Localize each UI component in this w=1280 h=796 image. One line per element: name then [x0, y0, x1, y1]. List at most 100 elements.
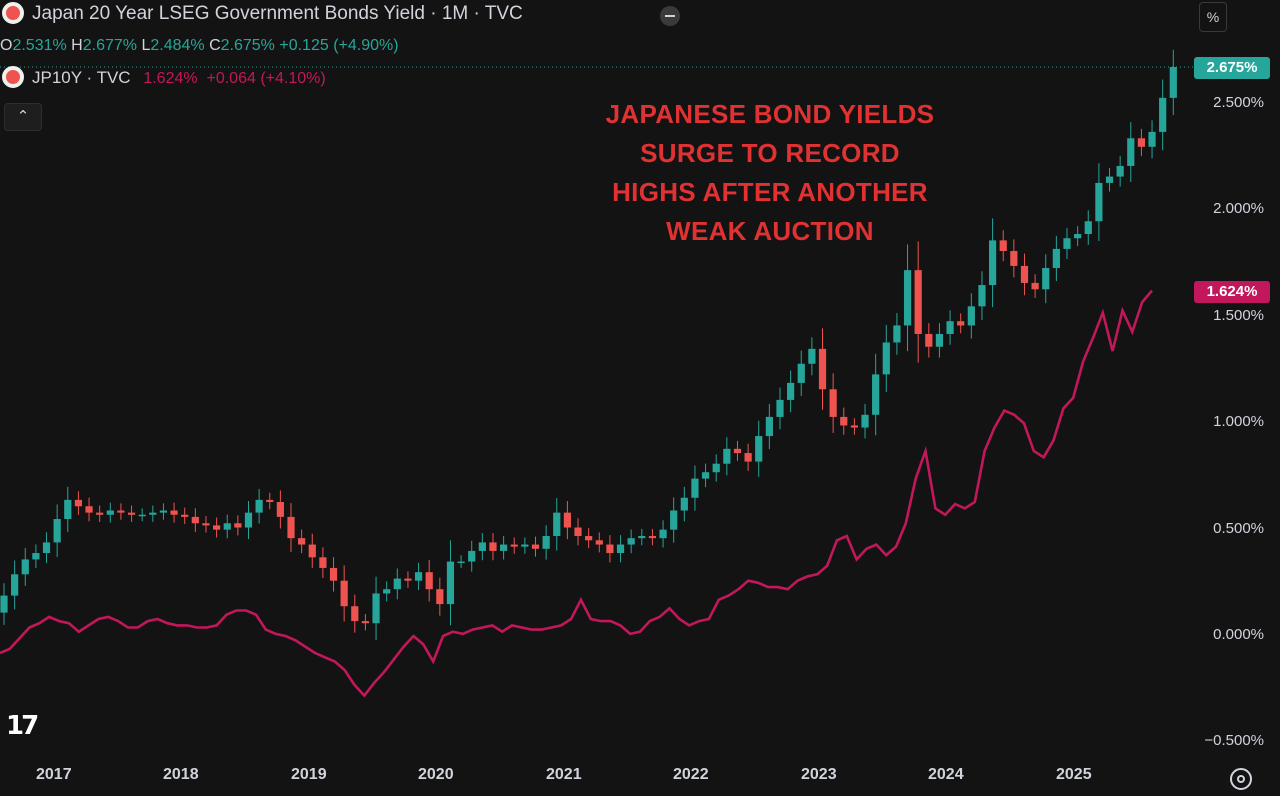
- ohlc-readout: O2.531% H2.677% L2.484% C2.675% +0.125 (…: [0, 37, 399, 55]
- candle-body: [298, 538, 306, 545]
- tradingview-logo-icon[interactable]: 17: [6, 711, 39, 741]
- candle-body: [21, 559, 29, 575]
- minus-icon[interactable]: [660, 6, 680, 26]
- candle-body: [468, 550, 476, 562]
- jp10y-last-tag: 1.624%: [1194, 281, 1270, 303]
- candle-body: [701, 472, 710, 479]
- candle-body: [1148, 131, 1156, 147]
- candle-body: [191, 516, 199, 524]
- candle-body: [829, 389, 837, 417]
- candle-body: [861, 414, 869, 428]
- candle-body: [149, 512, 157, 515]
- candle-body: [1063, 238, 1071, 249]
- candle-body: [616, 544, 625, 554]
- y-tick-label: 1.500%: [1213, 307, 1264, 324]
- low-key: L: [141, 37, 151, 54]
- candle-body: [1010, 251, 1018, 266]
- series-dot-icon[interactable]: [2, 2, 24, 24]
- chevron-up-icon[interactable]: ⌃: [4, 103, 42, 131]
- candle-body: [797, 363, 805, 383]
- candle-body: [1169, 67, 1177, 98]
- candle-body: [393, 578, 401, 590]
- candle-body: [563, 512, 571, 528]
- compare-dot-icon[interactable]: [2, 66, 24, 88]
- candle-body: [308, 544, 316, 558]
- candle-body: [1137, 138, 1146, 147]
- candle-body: [1042, 268, 1050, 290]
- candle-body: [255, 499, 263, 513]
- candle-body: [733, 448, 742, 454]
- candle-body: [521, 544, 529, 547]
- candle-body: [489, 542, 497, 551]
- candle-body: [234, 523, 242, 528]
- gear-icon[interactable]: [1230, 768, 1252, 790]
- candle-body: [64, 499, 72, 520]
- candle-body: [638, 536, 646, 539]
- candle-body: [585, 536, 593, 541]
- candle-body: [872, 374, 880, 415]
- candle-body: [478, 542, 486, 551]
- close-key: C: [209, 37, 221, 54]
- high-value: 2.677%: [82, 37, 137, 54]
- candle-body: [0, 595, 8, 613]
- close-value: 2.675%: [220, 37, 275, 54]
- open-value: 2.531%: [12, 37, 67, 54]
- candle-body: [500, 544, 508, 551]
- candle-body: [138, 514, 146, 517]
- candle-body: [988, 240, 997, 286]
- jp20y-last-tag: 2.675%: [1194, 57, 1270, 79]
- candle-body: [181, 514, 189, 517]
- candle-body: [372, 593, 380, 624]
- candle-body: [818, 348, 827, 390]
- x-tick-label: 2024: [928, 766, 964, 783]
- candles-series: [0, 49, 1177, 641]
- candle-body: [74, 499, 83, 507]
- candle-body: [1095, 182, 1103, 222]
- candle-body: [999, 240, 1007, 252]
- candle-body: [659, 529, 667, 539]
- candle-body: [840, 416, 848, 426]
- main-series-header: Japan 20 Year LSEG Government Bonds Yiel…: [0, 2, 523, 25]
- candle-body: [787, 382, 795, 400]
- candle-body: [170, 510, 178, 515]
- x-tick-label: 2020: [418, 766, 454, 783]
- change-value: +0.125 (+4.90%): [279, 37, 399, 54]
- x-tick-label: 2021: [546, 766, 582, 783]
- candle-body: [1116, 165, 1124, 177]
- candle-body: [712, 463, 720, 473]
- candle-body: [1031, 282, 1039, 290]
- candle-body: [85, 506, 93, 513]
- candle-body: [903, 270, 912, 326]
- x-tick-label: 2019: [291, 766, 327, 783]
- candle-body: [1159, 97, 1167, 132]
- x-tick-label: 2022: [673, 766, 709, 783]
- y-tick-label: 2.500%: [1213, 94, 1264, 111]
- y-tick-label: −0.500%: [1204, 732, 1264, 749]
- title-line: HIGHS AFTER ANOTHER: [612, 177, 928, 207]
- candle-body: [159, 510, 168, 513]
- x-tick-label: 2018: [163, 766, 199, 783]
- candle-body: [202, 523, 210, 526]
- candle-body: [457, 561, 465, 564]
- candle-body: [414, 572, 423, 581]
- candle-body: [1074, 233, 1082, 239]
- candle-body: [329, 567, 338, 581]
- jp10y-line: [0, 289, 1153, 698]
- title-line: SURGE TO RECORD: [640, 138, 900, 168]
- candle-body: [776, 399, 784, 417]
- candle-body: [446, 561, 455, 605]
- candle-body: [1105, 176, 1114, 183]
- high-key: H: [71, 37, 83, 54]
- candle-body: [723, 448, 731, 464]
- candle-body: [244, 512, 253, 528]
- candle-body: [914, 270, 922, 334]
- x-tick-label: 2017: [36, 766, 72, 783]
- candle-body: [680, 497, 688, 511]
- x-tick-label: 2025: [1056, 766, 1092, 783]
- chart-title: JAPANESE BOND YIELDS SURGE TO RECORD HIG…: [570, 95, 970, 251]
- compare-symbol: JP10Y · TVC: [32, 68, 131, 87]
- unit-toggle-button[interactable]: %: [1199, 2, 1227, 32]
- candle-body: [595, 540, 603, 545]
- candle-body: [32, 553, 40, 560]
